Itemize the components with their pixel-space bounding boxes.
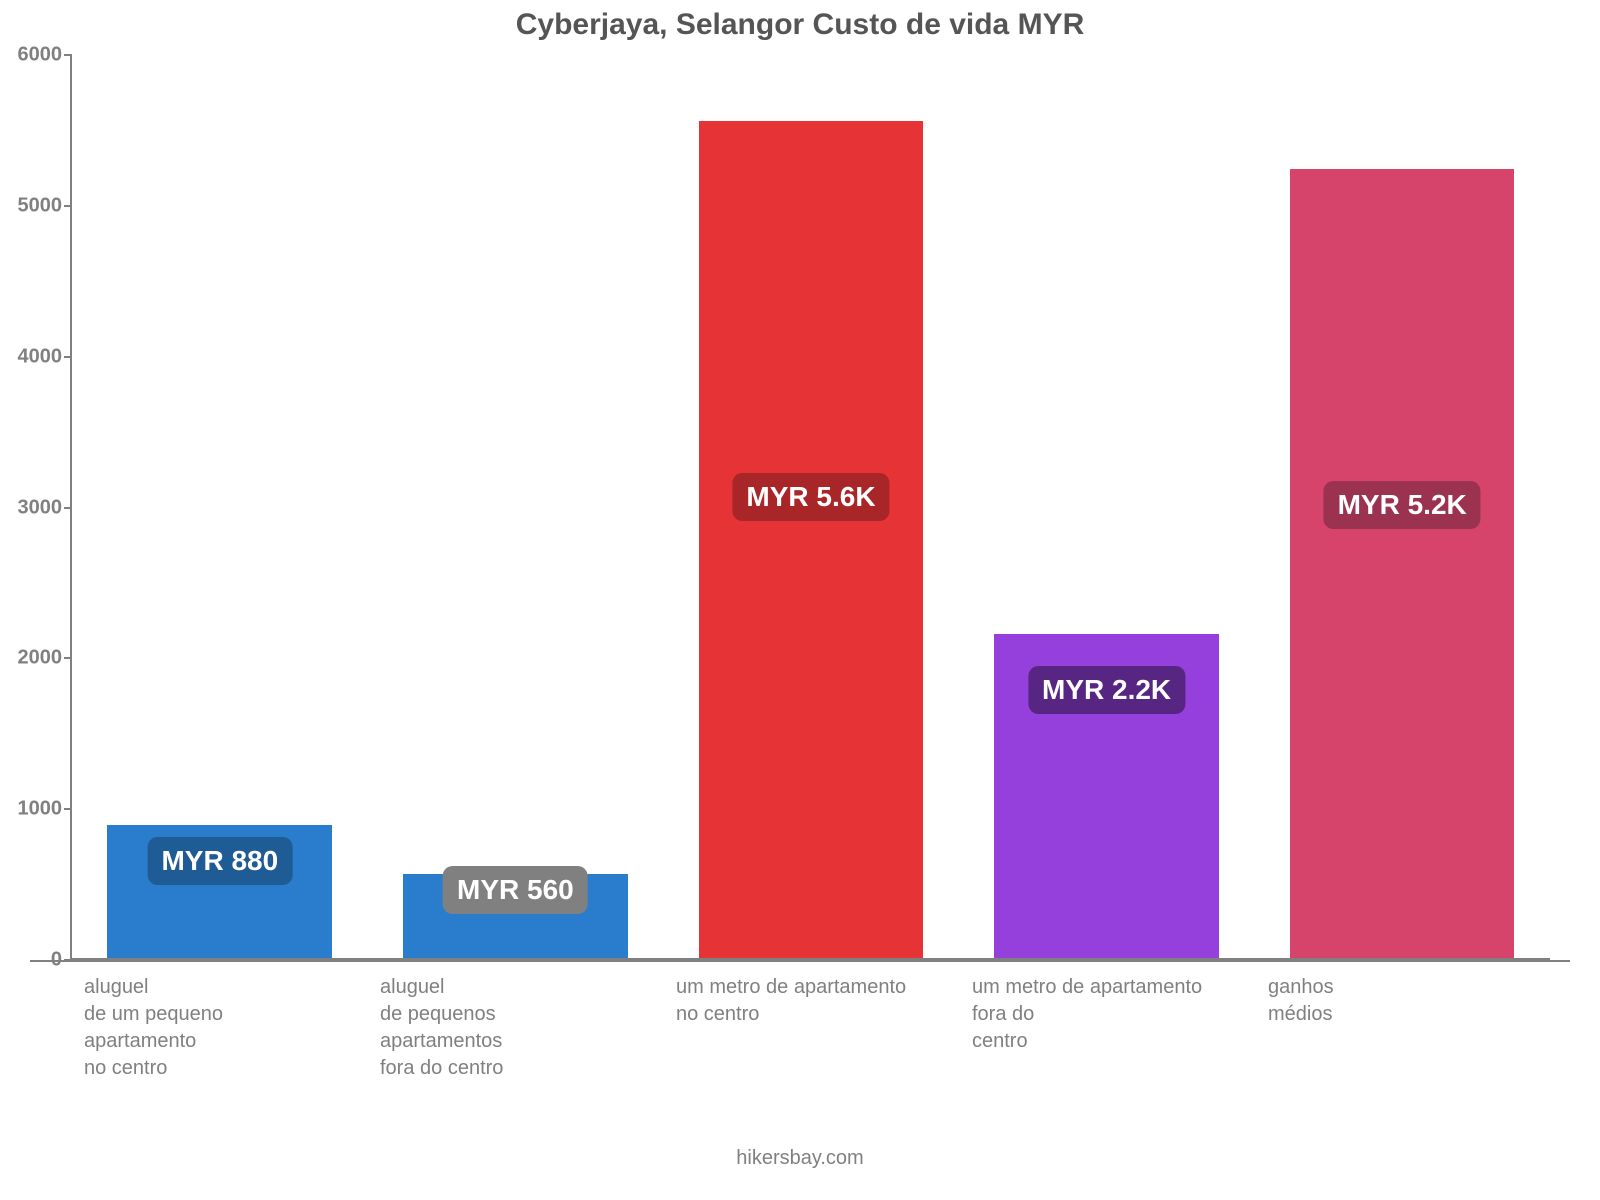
bar-value-label: MYR 5.2K	[1324, 481, 1481, 529]
x-axis-labels: aluguelde um pequenoapartamentono centro…	[70, 960, 1550, 1082]
bar-value-label: MYR 5.6K	[732, 473, 889, 521]
y-tick-mark	[64, 356, 72, 358]
bar	[699, 121, 924, 958]
bar-slot: MYR 880	[72, 55, 368, 958]
bar-value-label: MYR 560	[443, 866, 588, 914]
bar-slot: MYR 5.2K	[1254, 55, 1550, 958]
y-tick-mark	[64, 205, 72, 207]
bar-slot: MYR 5.6K	[663, 55, 959, 958]
attribution-text: hikersbay.com	[0, 1147, 1600, 1170]
plot-area: MYR 880MYR 560MYR 5.6KMYR 2.2KMYR 5.2K 0…	[70, 55, 1550, 960]
bar-slot: MYR 560	[368, 55, 664, 958]
y-tick-mark	[64, 507, 72, 509]
cost-of-living-chart: Cyberjaya, Selangor Custo de vida MYR MY…	[0, 0, 1600, 1200]
bars-container: MYR 880 MYR 560 MYR 5.6K MYR 2.2K MYR 5.2K	[72, 55, 1550, 958]
x-tick-label: um metro de apartamentofora docentro	[958, 960, 1254, 1082]
chart-title: Cyberjaya, Selangor Custo de vida MYR	[0, 8, 1600, 42]
x-tick-label: um metro de apartamentono centro	[662, 960, 958, 1082]
y-tick-mark	[64, 808, 72, 810]
x-tick-label: aluguelde pequenosapartamentosfora do ce…	[366, 960, 662, 1082]
y-tick-mark	[64, 657, 72, 659]
x-tick-label: ganhosmédios	[1254, 960, 1550, 1082]
x-tick-label: aluguelde um pequenoapartamentono centro	[70, 960, 366, 1082]
bar-value-label: MYR 880	[147, 837, 292, 885]
y-tick-mark	[64, 54, 72, 56]
bar-value-label: MYR 2.2K	[1028, 666, 1185, 714]
bar	[1290, 169, 1515, 958]
bar-slot: MYR 2.2K	[959, 55, 1255, 958]
